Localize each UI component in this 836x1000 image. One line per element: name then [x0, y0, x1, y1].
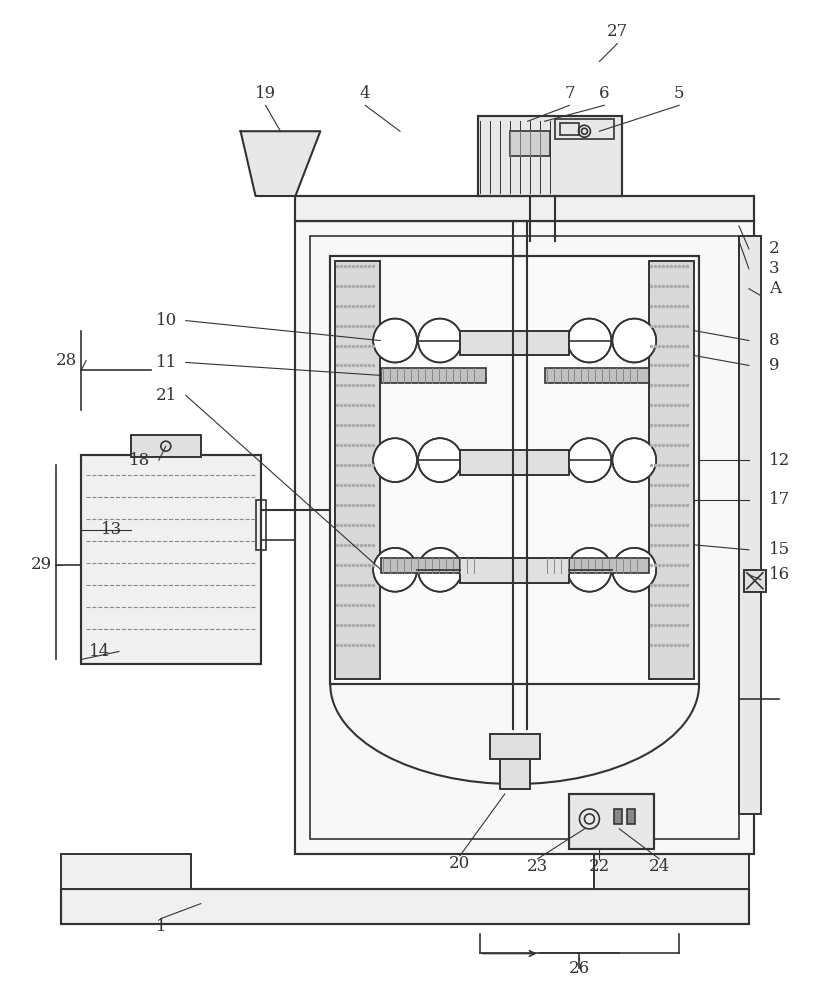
Text: 27: 27: [606, 23, 627, 40]
Circle shape: [417, 438, 461, 482]
Text: 18: 18: [129, 452, 150, 469]
Bar: [130, 435, 201, 457]
Text: 28: 28: [56, 352, 78, 369]
Bar: [61, 854, 191, 889]
Bar: [499, 759, 529, 789]
Text: 9: 9: [768, 357, 778, 374]
Text: 16: 16: [768, 566, 789, 583]
Text: 21: 21: [155, 387, 177, 404]
Text: 17: 17: [768, 491, 789, 508]
Text: 14: 14: [89, 643, 110, 660]
Bar: [477, 116, 622, 196]
Bar: [738, 236, 760, 814]
Bar: [568, 794, 654, 849]
Circle shape: [567, 319, 610, 362]
Bar: [626, 809, 635, 824]
Text: 11: 11: [155, 354, 177, 371]
Circle shape: [567, 548, 610, 592]
Bar: [380, 558, 485, 573]
Bar: [310, 236, 738, 839]
Bar: [130, 435, 201, 457]
Text: 6: 6: [599, 85, 609, 102]
Circle shape: [612, 438, 655, 482]
Bar: [335, 261, 380, 679]
Text: 13: 13: [101, 521, 122, 538]
Text: 10: 10: [155, 312, 177, 329]
Circle shape: [417, 548, 461, 592]
Circle shape: [373, 548, 416, 592]
Bar: [649, 261, 693, 679]
Bar: [477, 116, 622, 196]
Bar: [255, 500, 265, 550]
Bar: [544, 368, 649, 383]
Text: 23: 23: [527, 858, 548, 875]
Bar: [380, 368, 485, 383]
Circle shape: [612, 548, 655, 592]
Bar: [649, 261, 693, 679]
Bar: [459, 331, 568, 355]
Bar: [489, 734, 539, 759]
Bar: [743, 570, 765, 592]
Circle shape: [373, 319, 416, 362]
Bar: [295, 221, 753, 854]
Bar: [459, 450, 568, 475]
Bar: [614, 809, 622, 824]
Bar: [594, 854, 748, 889]
Text: 3: 3: [768, 260, 778, 277]
Bar: [295, 196, 753, 221]
Bar: [489, 734, 539, 759]
Text: 7: 7: [563, 85, 574, 102]
Bar: [61, 889, 748, 924]
Bar: [459, 331, 568, 355]
Text: 19: 19: [255, 85, 276, 102]
Bar: [459, 558, 568, 583]
Bar: [738, 236, 760, 814]
Circle shape: [612, 319, 655, 362]
Bar: [509, 131, 549, 156]
Bar: [81, 455, 260, 664]
Circle shape: [567, 438, 610, 482]
Bar: [459, 450, 568, 475]
Bar: [743, 570, 765, 592]
Text: 29: 29: [31, 556, 53, 573]
Bar: [295, 221, 753, 854]
Text: 5: 5: [673, 85, 684, 102]
Text: 24: 24: [648, 858, 669, 875]
Text: 8: 8: [768, 332, 778, 349]
Text: 4: 4: [359, 85, 370, 102]
Bar: [568, 794, 654, 849]
Bar: [499, 759, 529, 789]
Circle shape: [417, 319, 461, 362]
Text: 2: 2: [768, 240, 778, 257]
Text: 20: 20: [449, 855, 470, 872]
Bar: [335, 261, 380, 679]
Bar: [61, 854, 191, 889]
Polygon shape: [240, 131, 320, 196]
Bar: [81, 455, 260, 664]
Bar: [330, 256, 698, 684]
Text: 26: 26: [568, 960, 589, 977]
Circle shape: [373, 438, 416, 482]
Bar: [459, 558, 568, 583]
Bar: [594, 854, 748, 889]
Bar: [330, 256, 698, 684]
Bar: [554, 119, 614, 139]
Text: A: A: [768, 280, 780, 297]
Bar: [295, 196, 753, 221]
Text: 15: 15: [768, 541, 789, 558]
Bar: [544, 558, 649, 573]
Bar: [558, 123, 579, 135]
Bar: [61, 889, 748, 924]
Text: 1: 1: [155, 918, 166, 935]
Text: 22: 22: [588, 858, 609, 875]
Text: 12: 12: [768, 452, 789, 469]
